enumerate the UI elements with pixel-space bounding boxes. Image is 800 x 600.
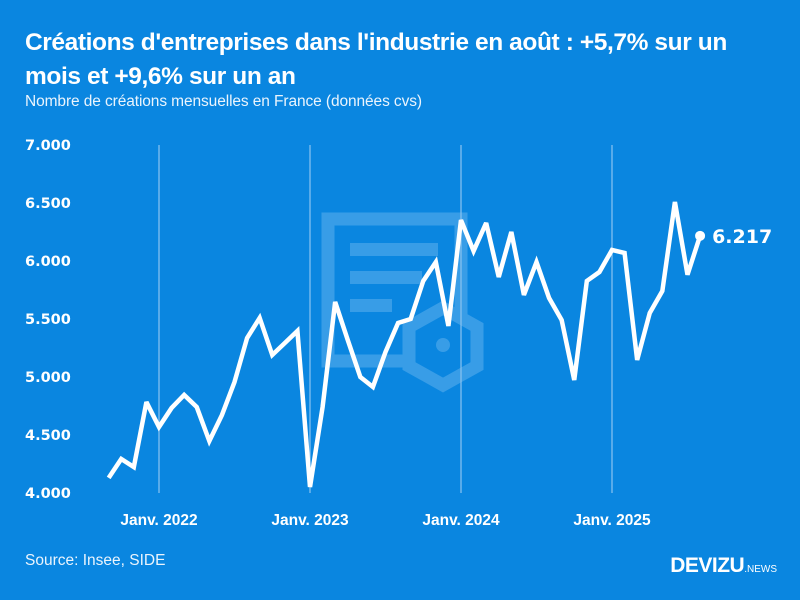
y-tick-label: 6.500: [25, 196, 71, 212]
watermark-doc-line: [350, 299, 392, 312]
x-tick-label: Janv. 2025: [573, 512, 651, 529]
series-line: [106, 201, 703, 488]
watermark-doc-line: [350, 271, 422, 284]
logo-main: DEVIZU: [670, 554, 745, 577]
y-tick-label: 5.500: [25, 312, 71, 328]
last-point-marker: [695, 230, 706, 241]
chart-subtitle: Nombre de créations mensuelles en France…: [25, 93, 422, 110]
x-tick-label: Janv. 2023: [271, 512, 349, 529]
devizu-logo[interactable]: DEVIZU.NEWS: [670, 554, 777, 578]
y-tick-label: 4.000: [25, 486, 71, 502]
x-tick-label: Janv. 2022: [120, 512, 197, 529]
chart-title: Créations d'entreprises dans l'industrie…: [25, 29, 727, 90]
y-tick-label: 4.500: [25, 428, 71, 444]
y-tick-label: 7.000: [25, 138, 71, 154]
source-note: Source: Insee, SIDE: [25, 552, 166, 569]
x-tick-label: Janv. 2024: [422, 512, 500, 529]
watermark-document-gear-icon: [321, 212, 484, 393]
watermark-nut-hole: [436, 338, 450, 352]
y-tick-label: 5.000: [25, 370, 71, 386]
last-value-label: 6.217: [712, 226, 772, 248]
y-tick-label: 6.000: [25, 254, 71, 270]
logo-suffix: .NEWS: [744, 564, 777, 575]
watermark-doc-line: [350, 243, 438, 256]
